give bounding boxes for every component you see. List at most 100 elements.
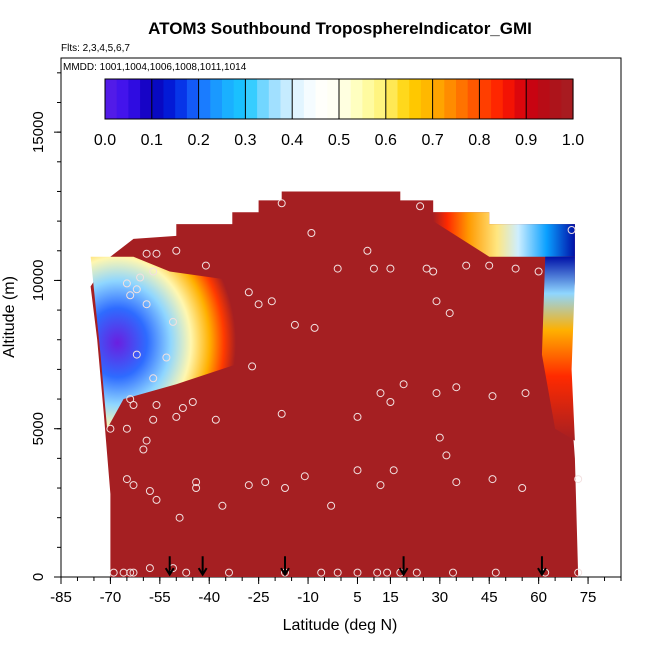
colorbar-cell [151,79,165,119]
sample-point [139,445,148,454]
sample-point [126,291,135,300]
x-tick-label: 75 [580,589,597,606]
colorbar-cell [537,79,551,119]
sample-point [353,412,362,421]
sample-point [449,568,457,577]
sample-point [261,478,270,487]
sample-point [290,320,299,329]
colorbar-cell [175,79,188,119]
sample-point [521,389,530,398]
x-tick-label: -70 [100,589,122,606]
sample-point [142,249,151,258]
x-tick-label: -10 [297,589,319,606]
sample-point [106,424,115,433]
colorbar-cell [116,79,129,119]
sample-point [422,264,431,273]
sample-point [333,568,342,577]
y-axis: 0 5000 10000 15000 [30,72,61,581]
y-tick-label: 5000 [30,412,47,445]
colorbar-tick-label: 0.4 [281,132,303,149]
sample-point [310,323,319,332]
sample-point [386,264,395,273]
sample-point [376,481,385,490]
sample-point [175,513,184,522]
colorbar-tick-label: 0.5 [328,132,350,149]
colorbar-cell [163,79,176,119]
sample-point [129,568,138,577]
colorbar-cell [128,79,141,119]
sample-point [169,317,177,326]
colorbar-tick-labels: 0.0 0.1 0.2 0.3 0.4 0.5 0.6 0.7 0.8 0.9 1.0 [94,79,584,149]
colorbar-tick-label: 0.6 [375,132,397,149]
sample-point [152,401,161,409]
sample-point [132,350,141,359]
colorbar-cell [105,79,118,119]
colorbar-cell [549,79,562,119]
sample-point [122,475,131,484]
sample-point [122,424,131,433]
colorbar-cell [561,79,574,119]
colorbar-cell [374,79,387,119]
sample-point [416,202,425,211]
sample-point [145,487,154,495]
x-tick-label: -55 [149,589,171,606]
sample-point [307,229,316,237]
sample-point [149,415,158,424]
colorbar-cell [257,79,270,119]
sample-point [317,568,326,577]
colorbar-cell [350,79,363,119]
sample-point [172,412,181,421]
sample-point [244,481,253,490]
sample-point [109,568,118,577]
sample-point [126,395,135,404]
sample-point [300,472,309,481]
heatmap-layer [90,191,579,577]
flight-arrow [280,556,290,577]
colorbar-tick-label: 0.2 [187,132,209,149]
sample-point [201,261,210,270]
sample-point [211,415,220,424]
sample-point [452,478,461,487]
sample-point [485,261,494,270]
colorbar-cell [339,79,352,119]
colorbar-cell [397,79,410,119]
sample-point [452,383,461,392]
sample-point [129,481,138,490]
sample-point [511,264,520,273]
y-axis-label: Altitude (m) [1,276,18,358]
colorbar-cell [456,79,469,119]
sample-point [462,261,471,270]
sample-point [142,436,151,445]
colorbar-cell [467,79,480,119]
sample-point [218,501,227,510]
sample-point [145,564,154,573]
colorbar-cell [502,79,516,119]
sample-point [491,568,500,577]
sample-point [152,495,161,504]
sample-point [386,398,395,406]
x-tick-label: 15 [382,589,399,606]
sample-point [136,273,145,282]
sample-point [534,267,543,276]
colorbar-cell [491,79,504,119]
colorbar-tick-label: 0.0 [94,132,116,149]
colorbar-cell [327,79,340,119]
low-value-region-south [90,256,239,429]
sample-point [445,309,454,318]
sample-point [172,246,181,255]
colorbar-cell [303,79,317,119]
colorbar-cell [420,79,434,119]
sample-point [149,374,158,383]
arrows-layer [164,556,547,577]
colorbar-cell [222,79,235,119]
colorbar-cell [479,79,492,119]
sample-point [152,249,161,258]
colorbar-cell [233,79,246,119]
sample-point [248,362,257,371]
dates-subtitle: MMDD: 1001,1004,1006,1008,1011,1014 [63,62,247,73]
sample-point [567,226,576,234]
sample-point [126,568,135,577]
sample-point [277,409,286,418]
x-tick-label: -85 [50,589,72,606]
